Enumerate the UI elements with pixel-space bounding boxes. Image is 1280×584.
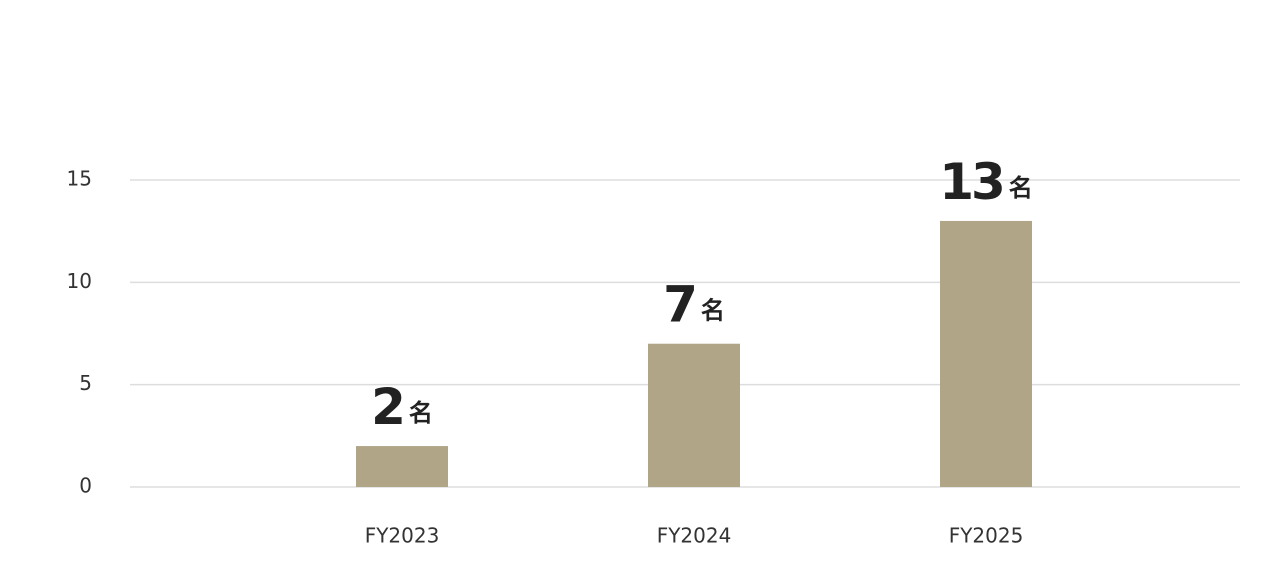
bar (356, 446, 448, 487)
y-tick-label: 15 (67, 167, 92, 191)
value-label: 13 名 (939, 152, 1033, 210)
bar (940, 220, 1032, 487)
y-tick-label: 5 (79, 371, 92, 395)
y-tick-label: 10 (67, 269, 92, 293)
x-tick-label: FY2024 (657, 524, 732, 548)
y-tick-label: 0 (79, 474, 92, 498)
bar (648, 343, 740, 487)
x-tick-label: FY2025 (949, 524, 1024, 548)
x-tick-label: FY2023 (365, 524, 440, 548)
